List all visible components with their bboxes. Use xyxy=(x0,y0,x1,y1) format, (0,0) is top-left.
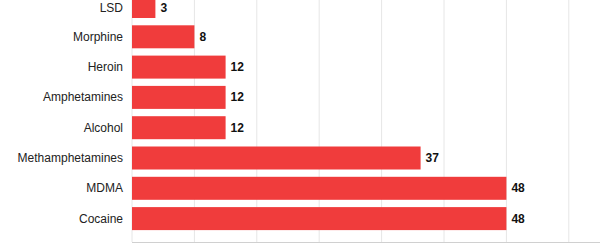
bar xyxy=(132,207,506,230)
category-label: LSD xyxy=(100,1,124,15)
chart: LSD 3 Morphine 8 Heroin 12 Amphetamines 12 Alcoh… xyxy=(0,0,600,243)
grid-line xyxy=(256,0,257,242)
bar xyxy=(132,25,194,48)
grid-line xyxy=(381,0,382,242)
labels: LSD 3 Morphine 8 Heroin 12 Amphetamines 12 Alcoh… xyxy=(18,1,525,226)
data-label: 8 xyxy=(199,30,206,44)
data-label: 3 xyxy=(160,1,167,15)
data-label: 12 xyxy=(231,90,245,104)
grid-line xyxy=(568,0,569,242)
bar xyxy=(132,116,226,139)
category-label: Heroin xyxy=(88,60,123,74)
data-label: 12 xyxy=(231,121,245,135)
bar xyxy=(132,86,226,109)
category-label: Alcohol xyxy=(84,121,123,135)
grid-line xyxy=(319,0,320,242)
x-axis-line xyxy=(132,242,600,243)
grid xyxy=(132,0,569,242)
bars xyxy=(132,0,506,230)
category-label: Cocaine xyxy=(79,212,123,226)
data-label: 12 xyxy=(231,60,245,74)
bar xyxy=(132,0,155,18)
category-label: Amphetamines xyxy=(43,90,123,104)
data-label: 37 xyxy=(426,151,440,165)
grid-line xyxy=(444,0,445,242)
category-label: Methamphetamines xyxy=(18,151,123,165)
grid-line xyxy=(506,0,507,242)
bar xyxy=(132,147,421,170)
bar xyxy=(132,177,506,200)
category-label: MDMA xyxy=(86,181,123,195)
bar xyxy=(132,56,226,79)
data-label: 48 xyxy=(511,181,525,195)
data-label: 48 xyxy=(511,212,525,226)
category-label: Morphine xyxy=(73,30,123,44)
